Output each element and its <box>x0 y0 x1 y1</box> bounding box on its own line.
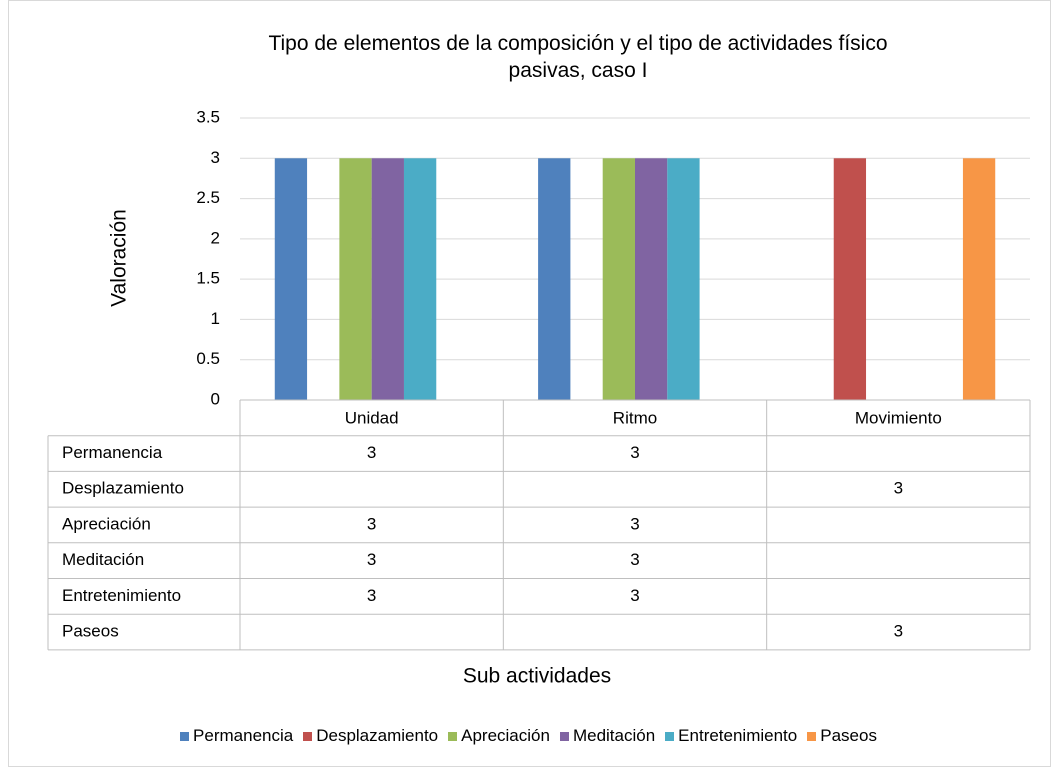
chart-border <box>8 0 1051 767</box>
legend-item: Apreciación <box>448 726 550 746</box>
table-cell: 3 <box>630 514 639 533</box>
bar <box>962 158 996 400</box>
chart-title: Tipo de elementos de la composición y el… <box>268 32 888 82</box>
bar <box>667 158 700 400</box>
y-tick-label: 2 <box>211 228 220 247</box>
y-tick-label: 0 <box>211 389 220 408</box>
legend-swatch <box>559 731 569 741</box>
y-tick-label: 3.5 <box>196 107 220 126</box>
x-tick-label: Ritmo <box>613 408 657 427</box>
table-cell: 3 <box>367 514 376 533</box>
legend-swatch <box>807 731 817 741</box>
bar <box>403 158 437 400</box>
legend-label: Meditación <box>572 726 656 745</box>
table-row-label: Entretenimiento <box>62 586 181 605</box>
bar <box>833 158 867 400</box>
table-cell: 3 <box>894 479 903 498</box>
table-row-label: Desplazamiento <box>62 479 184 498</box>
legend-label: Entretenimiento <box>678 726 798 745</box>
bar <box>274 158 308 400</box>
x-axis-label: Sub actividades <box>463 665 611 688</box>
legend: Permanencia Desplazamiento Apreciación Medi… <box>0 726 1057 746</box>
legend-label: Apreciación <box>461 726 550 745</box>
y-tick-label: 3 <box>211 148 220 167</box>
legend-item: Desplazamiento <box>303 726 438 746</box>
legend-label: Permanencia <box>193 726 294 745</box>
y-tick-label: 2.5 <box>196 188 220 207</box>
y-tick-label: 0.5 <box>196 349 220 368</box>
bar <box>602 158 635 400</box>
legend-label: Desplazamiento <box>316 726 439 745</box>
table-cell: 3 <box>630 550 639 569</box>
x-tick-label: Unidad <box>345 408 399 427</box>
legend-item: Permanencia <box>180 726 293 746</box>
bar <box>635 158 668 400</box>
table-row-label: Meditación <box>62 550 144 569</box>
table-cell: 3 <box>367 443 376 462</box>
table-row-label: Paseos <box>62 622 119 641</box>
y-tick-label: 1 <box>211 309 220 328</box>
legend-swatch <box>180 731 190 741</box>
table-cell: 3 <box>367 586 376 605</box>
table-cell: 3 <box>894 622 903 641</box>
legend-swatch <box>448 731 458 741</box>
legend-item: Paseos <box>807 726 877 746</box>
legend-item: Entretenimiento <box>665 726 797 746</box>
legend-item: Meditación <box>559 726 656 746</box>
table-cell: 3 <box>630 586 639 605</box>
y-axis-label: Valoración <box>108 209 131 307</box>
table-row-label: Permanencia <box>62 443 163 462</box>
x-tick-label: Movimiento <box>855 408 942 427</box>
legend-swatch <box>665 731 675 741</box>
bar <box>538 158 571 400</box>
y-tick-label: 1.5 <box>196 269 220 288</box>
table-row-label: Apreciación <box>62 514 151 533</box>
bar <box>339 158 372 400</box>
table-cell: 3 <box>367 550 376 569</box>
bar <box>371 158 404 400</box>
legend-label: Paseos <box>820 726 877 745</box>
table-cell: 3 <box>630 443 639 462</box>
legend-swatch <box>303 731 313 741</box>
